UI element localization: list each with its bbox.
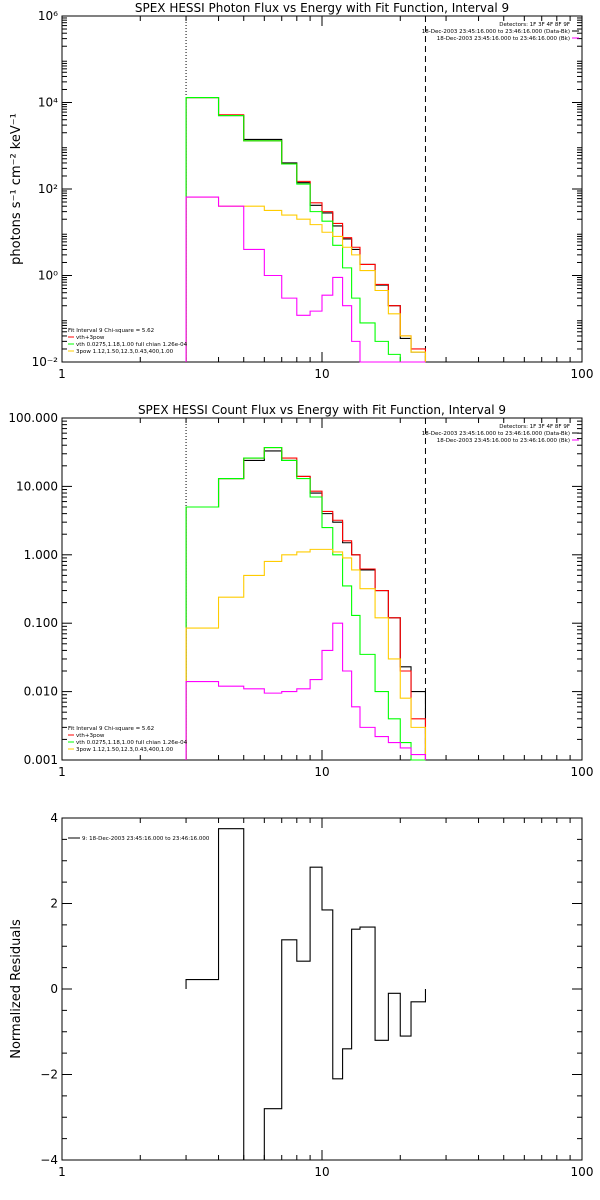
legend-entry: 3pow 1.12,1.50,12.3,0.43,400,1.00 [76, 349, 174, 355]
y-tick-label: 10.000 [16, 479, 58, 493]
y-axis-label: photons s⁻¹ cm⁻² keV⁻¹ [9, 113, 24, 265]
x-tick-label: 10 [314, 765, 329, 779]
series-2-line [185, 97, 426, 363]
x-tick-label: 1 [58, 1165, 66, 1179]
detector-header-line: 18-Dec-2003 23:45:16.000 to 23:46:16.000… [422, 431, 570, 437]
legend-entry: vth 0.0275,1.18,1.00 full chian 1.26e-04 [76, 342, 188, 348]
x-tick-label: 1 [58, 367, 66, 381]
y-tick-label: 100.000 [8, 411, 58, 425]
series-0-line [185, 97, 427, 362]
series-1-line [185, 446, 427, 760]
y-tick-label: −4 [40, 1153, 58, 1167]
legend-entry: Fit Interval 9 Chi-square = 5.62 [68, 726, 154, 732]
y-tick-label: 10⁻² [32, 355, 59, 369]
y-tick-label: 10⁶ [38, 9, 58, 23]
y-tick-label: 0.010 [24, 685, 58, 699]
x-tick-label: 100 [571, 1165, 594, 1179]
x-tick-label: 10 [314, 1165, 329, 1179]
detector-header-line: 18-Dec-2003 23:45:16.000 to 23:46:16.000… [422, 29, 570, 35]
y-axis-label: Normalized Residuals [9, 919, 24, 1059]
legend-entry: 9: 18-Dec-2003 23:45:16.000 to 23:46:16.… [82, 836, 210, 842]
series-0-line [185, 828, 427, 1161]
y-tick-label: 2 [50, 897, 58, 911]
legend-entry: vth+3pow [76, 733, 105, 739]
y-tick-label: 0 [50, 982, 58, 996]
detector-header-line: Detectors: 1F 3F 4F 8F 9F [499, 22, 570, 28]
series-2-line [185, 446, 426, 761]
series-4-line [185, 622, 427, 760]
y-tick-label: 0.100 [24, 616, 58, 630]
y-tick-label: −2 [40, 1068, 58, 1082]
x-tick-label: 100 [571, 765, 594, 779]
y-tick-label: 10⁰ [38, 269, 58, 283]
y-tick-label: 1.000 [24, 548, 58, 562]
legend-entry: vth+3pow [76, 335, 105, 341]
y-tick-label: 10⁴ [38, 96, 58, 110]
series-3-line [185, 196, 427, 362]
chart-title: SPEX HESSI Count Flux vs Energy with Fit… [138, 403, 506, 417]
plot-frame [61, 417, 583, 761]
y-tick-label: 4 [50, 811, 58, 825]
chart-title: SPEX HESSI Photon Flux vs Energy with Fi… [135, 1, 509, 15]
legend-entry: 3pow 1.12,1.50,12.3,0.43,400,1.00 [76, 747, 174, 753]
detector-header-line: Detectors: 1F 3F 4F 8F 9F [499, 424, 570, 430]
x-tick-label: 10 [314, 367, 329, 381]
detector-header-line: 18-Dec-2003 23:45:16.000 to 23:46:16.000… [437, 36, 570, 42]
legend-entry: vth 0.0275,1.18,1.00 full chian 1.26e-04 [76, 740, 188, 746]
series-0-line [185, 450, 427, 760]
legend-entry: Fit Interval 9 Chi-square = 5.62 [68, 328, 154, 334]
series-1-line [185, 97, 427, 362]
series-3-line [185, 548, 427, 760]
detector-header-line: 18-Dec-2003 23:45:16.000 to 23:46:16.000… [437, 438, 570, 444]
y-tick-label: 10² [38, 182, 58, 196]
y-tick-label: 0.001 [24, 753, 58, 767]
x-tick-label: 100 [571, 367, 594, 381]
series-4-line [185, 196, 426, 363]
x-tick-label: 1 [58, 765, 66, 779]
